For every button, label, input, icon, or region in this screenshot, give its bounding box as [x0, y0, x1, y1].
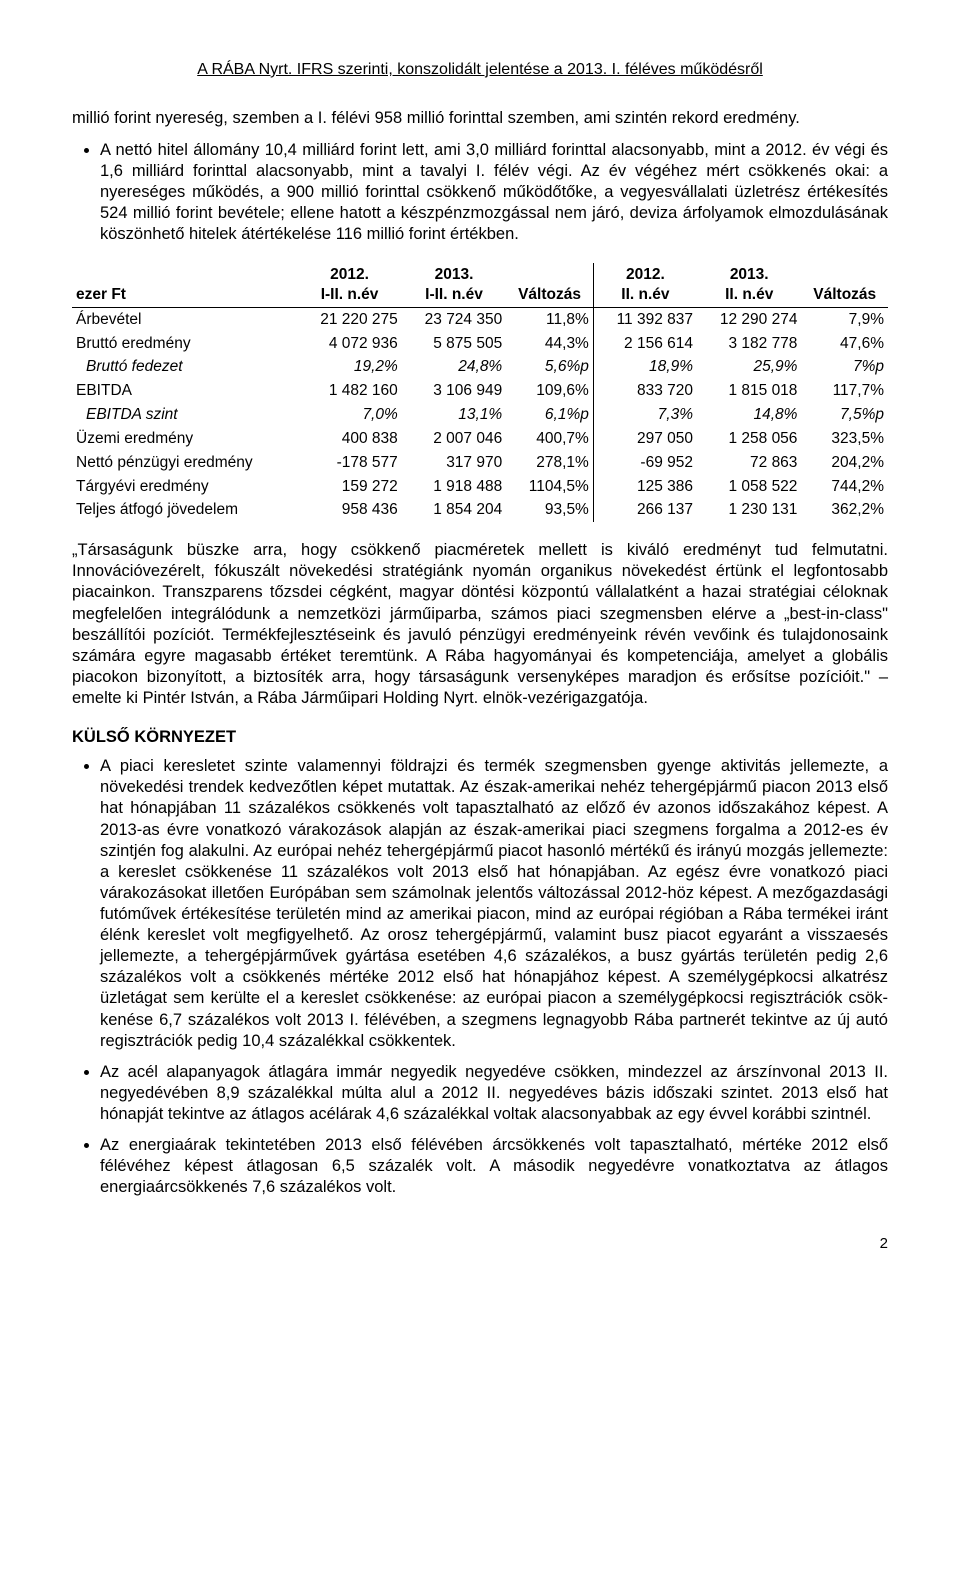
row-label: Bruttó eredmény — [72, 332, 297, 356]
table-row: Árbevétel21 220 27523 724 35011,8%11 392… — [72, 307, 888, 331]
page-header: A RÁBA Nyrt. IFRS szerinti, konszolidált… — [72, 60, 888, 80]
row-value: 13,1% — [402, 403, 506, 427]
list-item: Az acél alapanyagok átlagára immár negye… — [100, 1062, 888, 1125]
row-value: 21 220 275 — [297, 307, 401, 331]
row-label: EBITDA szint — [72, 403, 297, 427]
row-value: 1 815 018 — [697, 379, 801, 403]
th-c2: 2013.I-II. n.év — [402, 263, 506, 307]
th-c5: 2013.II. n.év — [697, 263, 801, 307]
row-value: 5,6%p — [506, 355, 593, 379]
row-value: 47,6% — [801, 332, 888, 356]
table-row: Teljes átfogó jövedelem958 4361 854 2049… — [72, 498, 888, 522]
row-value: 25,9% — [697, 355, 801, 379]
row-value: 6,1%p — [506, 403, 593, 427]
row-value: 400 838 — [297, 427, 401, 451]
th-c1: 2012.I-II. n.év — [297, 263, 401, 307]
row-value: 5 875 505 — [402, 332, 506, 356]
row-value: 400,7% — [506, 427, 593, 451]
row-value: 93,5% — [506, 498, 593, 522]
row-value: 1 258 056 — [697, 427, 801, 451]
list-item: A nettó hitel állomány 10,4 milliárd for… — [100, 140, 888, 246]
row-label: Árbevétel — [72, 307, 297, 331]
row-value: 1104,5% — [506, 475, 593, 499]
row-value: 12 290 274 — [697, 307, 801, 331]
row-value: 1 058 522 — [697, 475, 801, 499]
row-value: 1 854 204 — [402, 498, 506, 522]
row-value: 19,2% — [297, 355, 401, 379]
financial-table: ezer Ft 2012.I-II. n.év 2013.I-II. n.év … — [72, 263, 888, 522]
row-value: 3 182 778 — [697, 332, 801, 356]
row-value: 204,2% — [801, 451, 888, 475]
row-value: 323,5% — [801, 427, 888, 451]
th-c6: Változás — [801, 263, 888, 307]
table-row: Üzemi eredmény400 8382 007 046400,7%297 … — [72, 427, 888, 451]
row-value: 266 137 — [593, 498, 697, 522]
row-value: 1 918 488 — [402, 475, 506, 499]
row-value: 7,3% — [593, 403, 697, 427]
row-value: 1 230 131 — [697, 498, 801, 522]
row-value: 7,9% — [801, 307, 888, 331]
intro-paragraph: millió forint nyereség, szemben a I. fél… — [72, 108, 888, 129]
table-row: Bruttó eredmény4 072 9365 875 50544,3%2 … — [72, 332, 888, 356]
row-value: 24,8% — [402, 355, 506, 379]
row-label: Bruttó fedezet — [72, 355, 297, 379]
row-value: 44,3% — [506, 332, 593, 356]
row-value: 278,1% — [506, 451, 593, 475]
quote-paragraph: „Társaságunk büszke arra, hogy csökkenő … — [72, 540, 888, 709]
row-label: Tárgyévi eredmény — [72, 475, 297, 499]
row-value: 109,6% — [506, 379, 593, 403]
row-value: 833 720 — [593, 379, 697, 403]
page-number: 2 — [72, 1234, 888, 1253]
list-item: A piaci keresletet szinte valamennyi föl… — [100, 756, 888, 1052]
table-row: EBITDA szint7,0%13,1%6,1%p7,3%14,8%7,5%p — [72, 403, 888, 427]
list-item: Az energiaárak tekintetében 2013 első fé… — [100, 1135, 888, 1198]
row-value: 18,9% — [593, 355, 697, 379]
table-row: Nettó pénzügyi eredmény-178 577317 97027… — [72, 451, 888, 475]
table-row: Tárgyévi eredmény159 2721 918 4881104,5%… — [72, 475, 888, 499]
th-c4: 2012.II. n.év — [593, 263, 697, 307]
row-value: 2 156 614 — [593, 332, 697, 356]
row-value: 117,7% — [801, 379, 888, 403]
table-row: EBITDA1 482 1603 106 949109,6%833 7201 8… — [72, 379, 888, 403]
th-c3: Változás — [506, 263, 593, 307]
row-value: 317 970 — [402, 451, 506, 475]
bullet-list-top: A nettó hitel állomány 10,4 milliárd for… — [72, 140, 888, 246]
row-label: EBITDA — [72, 379, 297, 403]
row-value: 958 436 — [297, 498, 401, 522]
row-value: 14,8% — [697, 403, 801, 427]
row-value: 125 386 — [593, 475, 697, 499]
row-value: 4 072 936 — [297, 332, 401, 356]
row-label: Üzemi eredmény — [72, 427, 297, 451]
bullet-list-env: A piaci keresletet szinte valamennyi föl… — [72, 756, 888, 1198]
row-value: 7%p — [801, 355, 888, 379]
section-title: KÜLSŐ KÖRNYEZET — [72, 727, 888, 748]
row-value: 7,0% — [297, 403, 401, 427]
row-value: 2 007 046 — [402, 427, 506, 451]
row-label: Nettó pénzügyi eredmény — [72, 451, 297, 475]
row-value: 159 272 — [297, 475, 401, 499]
row-value: 1 482 160 — [297, 379, 401, 403]
row-value: -178 577 — [297, 451, 401, 475]
row-value: 72 863 — [697, 451, 801, 475]
row-value: -69 952 — [593, 451, 697, 475]
row-value: 7,5%p — [801, 403, 888, 427]
row-value: 744,2% — [801, 475, 888, 499]
row-value: 297 050 — [593, 427, 697, 451]
row-value: 11,8% — [506, 307, 593, 331]
th-label: ezer Ft — [72, 263, 297, 307]
row-label: Teljes átfogó jövedelem — [72, 498, 297, 522]
row-value: 362,2% — [801, 498, 888, 522]
row-value: 23 724 350 — [402, 307, 506, 331]
table-row: Bruttó fedezet19,2%24,8%5,6%p18,9%25,9%7… — [72, 355, 888, 379]
row-value: 11 392 837 — [593, 307, 697, 331]
row-value: 3 106 949 — [402, 379, 506, 403]
